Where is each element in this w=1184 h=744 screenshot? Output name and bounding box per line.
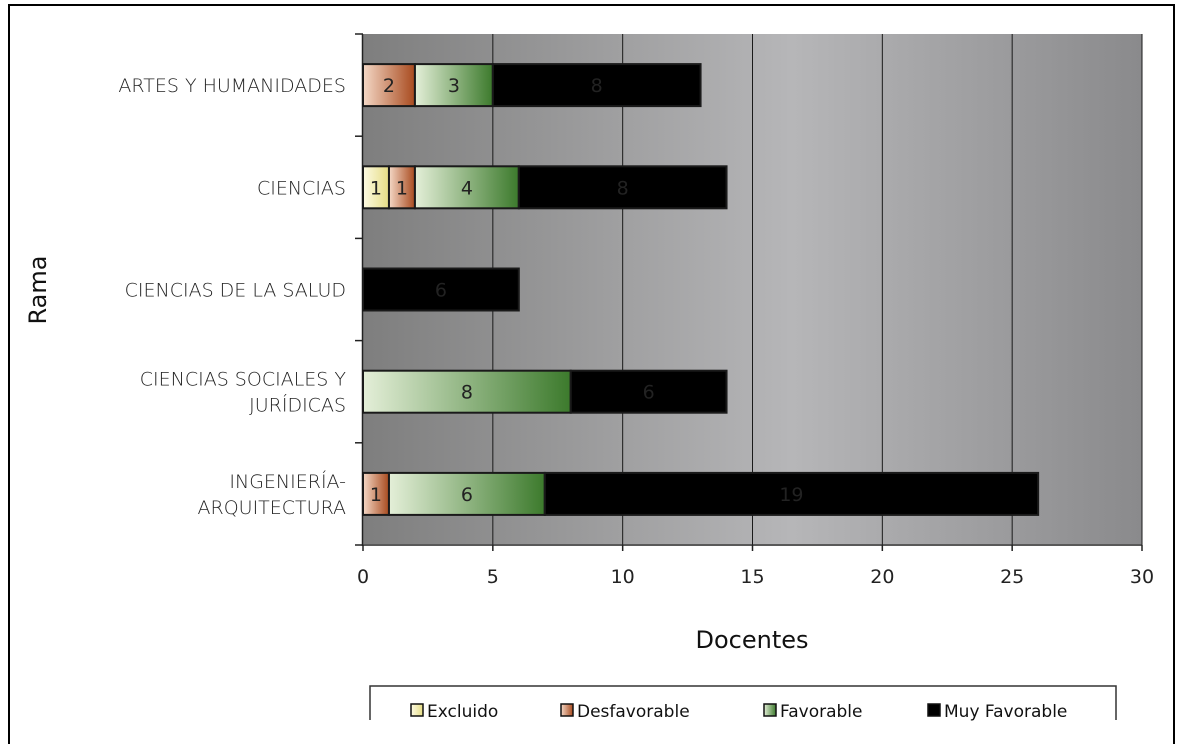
data-label: 1 (370, 484, 382, 506)
data-label: 19 (779, 484, 803, 506)
data-label: 1 (396, 177, 408, 199)
bar-segment (362, 63, 416, 108)
bar-segment (569, 369, 728, 414)
legend-swatch (927, 703, 941, 717)
y-axis-ticks (355, 33, 363, 546)
bar-segment (413, 63, 494, 108)
data-label: 6 (435, 280, 447, 302)
data-label: 2 (383, 75, 395, 97)
category-labels: ARTES Y HUMANIDADES CIENCIAS CIENCIAS DE L… (118, 75, 346, 519)
data-label: 8 (461, 382, 473, 404)
legend-swatch (410, 703, 424, 717)
x-tick-label: 0 (357, 566, 369, 588)
category-label: CIENCIAS DE LA SALUD (125, 280, 346, 302)
data-label: 1 (370, 177, 382, 199)
x-tick-label: 10 (611, 566, 635, 588)
x-tick-label: 30 (1130, 566, 1154, 588)
bar-segment (362, 165, 390, 210)
bar-segment (491, 63, 702, 108)
category-label: JURÍDICAS (249, 394, 346, 417)
category-label: ARTES Y HUMANIDADES (118, 75, 346, 97)
bar-segment (362, 471, 390, 516)
x-tick-label: 20 (870, 566, 894, 588)
legend-swatch (560, 703, 574, 717)
bars: 2 3 81 1 4 868 61 6 19 (362, 63, 1040, 516)
legend-label: Muy Favorable (944, 702, 1067, 722)
bar-segment (362, 369, 572, 414)
legend: Excluido Desfavorable Favorable Muy Favorab… (369, 685, 1117, 722)
bar-segment (517, 165, 728, 210)
legend-label: Excluido (427, 702, 498, 722)
category-label: ARQUITECTURA (198, 497, 346, 519)
data-label: 6 (643, 382, 655, 404)
legend-border (369, 685, 1117, 720)
x-axis-title: Docentes (695, 626, 808, 654)
y-axis-title: Rama (24, 256, 52, 325)
bar-segment (387, 471, 546, 516)
data-label: 8 (591, 75, 603, 97)
legend-swatch (763, 703, 777, 717)
chart-frame (8, 4, 1175, 744)
data-label: 3 (448, 75, 460, 97)
category-label: INGENIERÍA- (229, 470, 346, 493)
data-label: 6 (461, 484, 473, 506)
bar-segment (543, 471, 1040, 516)
bar-segment (387, 165, 416, 210)
x-tick-label: 15 (740, 566, 764, 588)
data-label: 8 (617, 177, 629, 199)
x-tick-label: 5 (487, 566, 499, 588)
category-label: CIENCIAS SOCIALES Y (140, 369, 347, 391)
legend-label: Favorable (780, 702, 862, 722)
data-label: 4 (461, 177, 473, 199)
x-tick-label: 25 (1000, 566, 1024, 588)
category-label: CIENCIAS (257, 177, 346, 199)
bar-segment (413, 165, 520, 210)
bar-segment (362, 267, 520, 312)
legend-label: Desfavorable (577, 702, 690, 722)
x-axis-ticks: 0 5 10 15 20 25 30 (357, 545, 1154, 588)
